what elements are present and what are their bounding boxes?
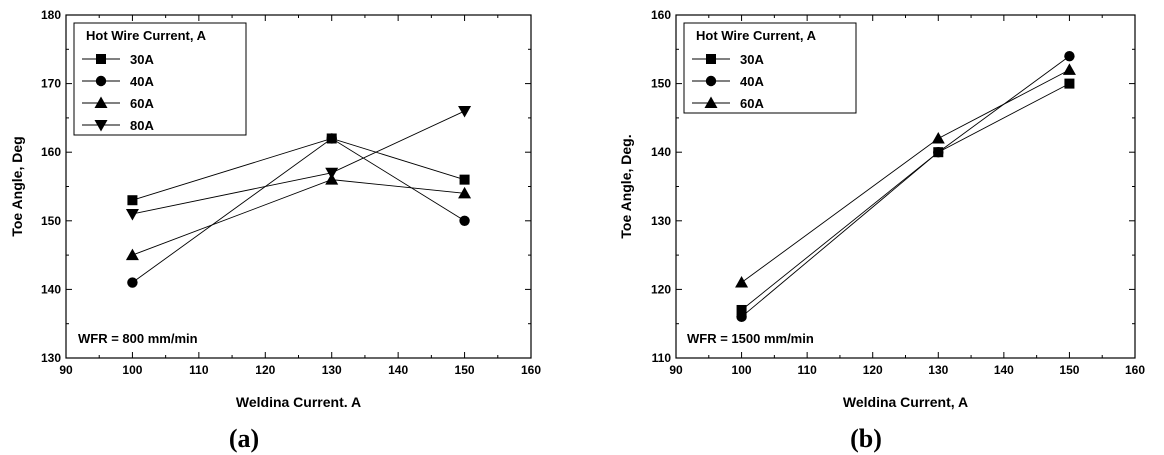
x-tick-label: 110 bbox=[189, 363, 209, 377]
x-tick-label: 160 bbox=[521, 363, 541, 377]
panel-label: (a) bbox=[229, 424, 259, 453]
data-point-40A bbox=[326, 133, 337, 144]
wfr-annotation: WFR = 1500 mm/min bbox=[687, 331, 814, 346]
data-point-40A bbox=[127, 277, 138, 288]
legend-marker-40A bbox=[95, 75, 107, 87]
y-tick-label: 130 bbox=[651, 214, 671, 228]
y-axis-title: Toe Angle, Deg bbox=[9, 136, 25, 236]
y-tick-label: 180 bbox=[41, 8, 61, 22]
x-tick-label: 140 bbox=[388, 363, 408, 377]
x-tick-label: 130 bbox=[928, 363, 948, 377]
legend-title: Hot Wire Current, A bbox=[696, 28, 817, 43]
x-tick-label: 140 bbox=[994, 363, 1014, 377]
legend-label-30A: 30A bbox=[130, 52, 154, 67]
data-point-40A bbox=[736, 311, 747, 323]
x-tick-label: 150 bbox=[1059, 363, 1079, 377]
chart-b: 90 100 110 120 130 140 150 160 110 120 130 140 150 16… bbox=[618, 8, 1145, 453]
y-axis-title: Toe Angle, Deg. bbox=[618, 134, 634, 238]
data-point-30A bbox=[459, 174, 470, 185]
legend-label-40A: 40A bbox=[740, 74, 764, 89]
x-tick-label: 90 bbox=[59, 363, 73, 377]
x-tick-label: 120 bbox=[255, 363, 275, 377]
x-tick-label: 100 bbox=[122, 363, 142, 377]
data-point-60A bbox=[458, 186, 472, 199]
y-tick-label: 160 bbox=[41, 145, 61, 159]
data-point-60A bbox=[735, 276, 749, 288]
y-tick-label: 160 bbox=[651, 8, 671, 22]
data-point-40A bbox=[459, 215, 470, 226]
legend-marker-60A bbox=[704, 96, 718, 108]
series-line-60A bbox=[132, 179, 465, 256]
data-point-30A bbox=[736, 304, 747, 315]
y-tick-label: 170 bbox=[41, 77, 61, 91]
legend-label-60A: 60A bbox=[740, 96, 764, 111]
data-point-60A bbox=[931, 131, 945, 144]
x-axis-title: Weldina Current. A bbox=[236, 394, 361, 410]
series-line-40A bbox=[132, 137, 465, 283]
y-tick-label: 140 bbox=[651, 145, 671, 159]
x-tick-label: 90 bbox=[669, 363, 683, 377]
data-point-60A bbox=[125, 248, 139, 261]
x-tick-label: 160 bbox=[1125, 363, 1145, 377]
data-point-60A bbox=[1062, 63, 1076, 75]
chart-a: 90 100 110 120 130 140 150 160 130 140 150 160 170 18… bbox=[9, 8, 541, 453]
legend-box bbox=[683, 22, 857, 114]
y-tick-label: 130 bbox=[41, 351, 61, 365]
x-tick-label: 150 bbox=[455, 363, 475, 377]
y-tick-label: 140 bbox=[41, 282, 61, 296]
y-tick-label: 150 bbox=[41, 214, 61, 228]
x-tick-label: 110 bbox=[797, 363, 817, 377]
series-line-30A bbox=[132, 138, 465, 201]
data-point-30A bbox=[127, 195, 138, 206]
x-tick-label: 120 bbox=[863, 363, 883, 377]
data-point-40A bbox=[933, 147, 944, 158]
data-point-80A bbox=[125, 208, 139, 221]
x-axis-title: Weldina Current, A bbox=[843, 394, 968, 410]
legend-marker-60A bbox=[94, 96, 108, 108]
legend-marker-30A bbox=[96, 54, 106, 64]
x-tick-label: 130 bbox=[322, 363, 342, 377]
data-point-80A bbox=[458, 106, 472, 118]
legend-title: Hot Wire Current, A bbox=[86, 28, 207, 43]
y-tick-label: 110 bbox=[652, 351, 672, 365]
data-point-80A bbox=[325, 167, 339, 180]
legend-marker-80A bbox=[94, 120, 108, 132]
wfr-annotation: WFR = 800 mm/min bbox=[78, 331, 198, 346]
x-tick-label: 100 bbox=[732, 363, 752, 377]
panel-label: (b) bbox=[850, 424, 882, 453]
legend-label-40A: 40A bbox=[130, 74, 154, 89]
legend-label-60A: 60A bbox=[130, 96, 154, 111]
legend-label-80A: 80A bbox=[130, 118, 154, 133]
y-tick-label: 150 bbox=[651, 77, 671, 91]
legend-label-30A: 30A bbox=[740, 52, 764, 67]
y-tick-label: 120 bbox=[651, 282, 671, 296]
legend-marker-30A bbox=[706, 54, 716, 64]
data-point-30A bbox=[1064, 78, 1075, 89]
data-point-40A bbox=[1064, 50, 1075, 62]
legend-marker-40A bbox=[705, 75, 717, 87]
